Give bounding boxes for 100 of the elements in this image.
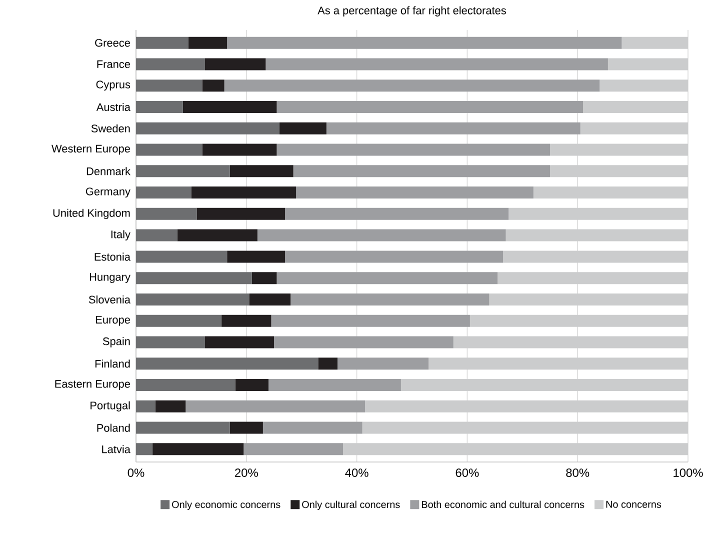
bar (136, 229, 178, 242)
bar (155, 400, 186, 412)
x-tick-label: 40% (345, 468, 368, 477)
bar (296, 186, 534, 199)
legend-label: Both economic and cultural concerns (422, 500, 584, 508)
bar (182, 100, 277, 113)
bar (136, 208, 197, 220)
bar (202, 80, 224, 92)
bar (177, 229, 258, 242)
bar (222, 314, 272, 327)
bar (276, 100, 584, 113)
x-tick-label: 20% (235, 468, 258, 477)
bar (365, 400, 688, 412)
bar (583, 100, 688, 113)
legend-label: Only cultural concerns (302, 500, 400, 510)
bar (362, 422, 688, 434)
bar (136, 336, 205, 348)
bar (453, 336, 688, 348)
y-tick-label: Slovenia (88, 295, 130, 304)
bar (196, 208, 286, 220)
bar (235, 379, 268, 392)
bar (202, 144, 277, 156)
bar (622, 36, 688, 49)
bar (188, 36, 228, 49)
bar (276, 272, 498, 284)
y-tick-label: Denmark (86, 167, 130, 176)
bar (285, 208, 509, 220)
bar (230, 422, 263, 434)
bar (152, 443, 244, 456)
y-tick-label: Germany (86, 188, 130, 198)
bar (136, 272, 252, 284)
bar (293, 165, 550, 178)
bar (550, 165, 688, 178)
bar (136, 100, 183, 113)
bar (503, 250, 688, 263)
chart-title: As a percentage of far right electorates (318, 6, 506, 16)
bar (136, 58, 205, 70)
bar (428, 358, 688, 370)
y-tick-label: Portugal (90, 401, 130, 412)
bar (280, 122, 326, 134)
bar (489, 293, 688, 306)
bar (533, 186, 688, 199)
bar (343, 443, 688, 456)
legend-label: Only economic concerns (172, 500, 280, 510)
bar (508, 208, 688, 220)
bar (276, 144, 550, 156)
bar (136, 144, 202, 156)
bar (136, 358, 318, 370)
y-tick-label: Hungary (90, 273, 130, 283)
bar (257, 229, 506, 242)
x-tick-label: 100% (674, 468, 703, 477)
bar (136, 186, 192, 199)
y-tick-label: France (97, 60, 130, 68)
y-tick-label: United Kingdom (53, 208, 130, 220)
bar (290, 293, 490, 306)
bar (285, 250, 504, 263)
bar (337, 358, 429, 370)
bar (252, 272, 277, 284)
y-tick-label: Estonia (94, 252, 130, 261)
y-tick-label: Cyprus (96, 80, 130, 91)
bar (268, 379, 401, 392)
y-tick-label: Greece (95, 38, 130, 47)
bar (224, 80, 600, 92)
bar (136, 36, 188, 49)
bar (326, 122, 580, 134)
bar (600, 80, 688, 92)
bar (318, 358, 338, 370)
bar (136, 400, 156, 412)
bar (186, 400, 366, 412)
y-tick-label: Finland (95, 360, 130, 368)
x-tick-label: 0% (128, 468, 144, 477)
bar (136, 122, 280, 134)
y-tick-label: Western Europe (52, 144, 130, 155)
bar (205, 58, 266, 70)
bar (136, 422, 230, 434)
y-tick-label: Sweden (91, 124, 130, 132)
bar (136, 314, 222, 327)
bar (227, 36, 622, 49)
bar (230, 165, 294, 178)
bar (191, 186, 296, 199)
legend-label: No concerns (606, 500, 662, 508)
bar (136, 80, 202, 92)
bar (271, 314, 470, 327)
bar (608, 58, 688, 70)
bar (274, 336, 454, 348)
bar (506, 229, 688, 242)
y-tick-label: Europe (96, 316, 130, 326)
bar (580, 122, 688, 134)
y-tick-label: Spain (102, 337, 130, 348)
y-tick-label: Poland (97, 424, 130, 432)
bar (470, 314, 688, 327)
bar (400, 379, 688, 392)
y-tick-label: Italy (111, 230, 130, 240)
y-tick-label: Latvia (102, 445, 130, 454)
y-tick-label: Eastern Europe (55, 380, 130, 390)
x-tick-label: 60% (456, 468, 479, 477)
bar (136, 293, 250, 306)
y-tick-label: Austria (96, 102, 130, 112)
bar (249, 293, 291, 306)
bar (266, 58, 608, 70)
